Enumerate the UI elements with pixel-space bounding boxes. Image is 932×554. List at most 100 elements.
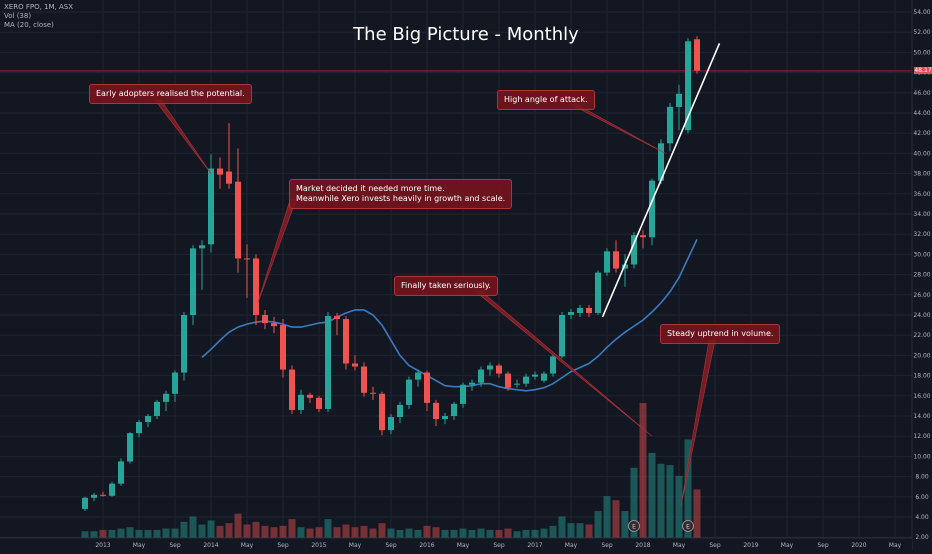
volume-bar bbox=[270, 527, 278, 538]
volume-bar bbox=[108, 529, 116, 538]
time-tick-label: May bbox=[241, 542, 254, 549]
price-tick-label: 26.00 bbox=[913, 292, 930, 299]
price-tick-label: 28.00 bbox=[913, 272, 930, 279]
ma-legend[interactable]: MA (20, close) bbox=[4, 21, 54, 29]
candle-body bbox=[442, 416, 448, 420]
candle bbox=[388, 413, 394, 435]
candle bbox=[568, 308, 574, 320]
candle-body bbox=[244, 258, 250, 260]
candle-body bbox=[343, 319, 349, 364]
candle-body bbox=[424, 372, 430, 403]
volume-bar bbox=[585, 524, 593, 538]
price-tick-label: 42.00 bbox=[913, 130, 930, 137]
candle bbox=[577, 304, 583, 318]
candle bbox=[424, 370, 430, 411]
candle-body bbox=[145, 416, 151, 423]
candle bbox=[352, 355, 358, 371]
time-tick-label: Sep bbox=[385, 542, 397, 549]
candle-body bbox=[91, 494, 97, 498]
volume-bar bbox=[387, 528, 395, 538]
volume-bar bbox=[189, 516, 197, 538]
candle bbox=[316, 395, 322, 412]
volume-bar bbox=[486, 529, 494, 538]
volume-bar bbox=[450, 529, 458, 538]
volume-bar bbox=[369, 528, 377, 538]
candle-body bbox=[190, 248, 196, 315]
annotation-taken-seriously[interactable]: Finally taken seriously. bbox=[394, 276, 498, 296]
candle-body bbox=[235, 181, 241, 259]
volume-bar bbox=[666, 465, 674, 538]
volume-bar bbox=[594, 511, 602, 538]
earnings-marker-label: E bbox=[686, 524, 690, 531]
annotation-high-angle[interactable]: High angle of attack. bbox=[497, 90, 595, 110]
volume-bar bbox=[540, 528, 548, 538]
candle-body bbox=[172, 372, 178, 394]
candle bbox=[676, 84, 682, 131]
time-tick-label: May bbox=[457, 542, 470, 549]
candle bbox=[550, 353, 556, 377]
trendline bbox=[601, 42, 721, 318]
volume-bar bbox=[504, 528, 512, 538]
candle-body bbox=[496, 365, 502, 374]
candle bbox=[406, 376, 412, 409]
candle-body bbox=[325, 316, 331, 409]
annotation-more-time[interactable]: Market decided it needed more time. Mean… bbox=[289, 179, 513, 209]
candle bbox=[532, 371, 538, 380]
time-tick-label: May bbox=[673, 542, 686, 549]
candle-body bbox=[595, 272, 601, 313]
candle bbox=[127, 432, 133, 464]
candle bbox=[82, 496, 88, 511]
volume-bar bbox=[351, 527, 359, 538]
candle bbox=[541, 371, 547, 383]
candle-body bbox=[253, 258, 259, 315]
price-tick-label: 50.00 bbox=[913, 49, 930, 56]
volume-bar bbox=[378, 523, 386, 538]
candle bbox=[622, 254, 628, 287]
candle-body bbox=[361, 366, 367, 393]
annotation-volume-uptrend[interactable]: Steady uptrend in volume. bbox=[660, 324, 781, 344]
candle bbox=[604, 248, 610, 276]
candle bbox=[343, 316, 349, 370]
price-tick-label: 22.00 bbox=[913, 332, 930, 339]
volume-bar bbox=[198, 524, 206, 538]
candle-body bbox=[451, 403, 457, 416]
time-tick-label: Sep bbox=[277, 542, 289, 549]
volume-bar bbox=[162, 528, 170, 538]
volume-bar bbox=[405, 528, 413, 538]
candle-body bbox=[109, 483, 115, 496]
volume-bar bbox=[531, 529, 539, 538]
time-axis bbox=[0, 538, 912, 550]
volume-bar bbox=[117, 528, 125, 538]
time-tick-label: 2019 bbox=[743, 542, 758, 549]
candle-body bbox=[352, 363, 358, 367]
candle-body bbox=[514, 383, 520, 385]
candle-body bbox=[154, 401, 160, 416]
time-tick-label: Sep bbox=[601, 542, 613, 549]
candle-body bbox=[370, 392, 376, 394]
volume-bar bbox=[657, 463, 665, 538]
volume-bar bbox=[513, 531, 521, 538]
candle-body bbox=[694, 39, 700, 71]
volume-bar bbox=[333, 527, 341, 538]
candle-body bbox=[460, 384, 466, 404]
volume-bar bbox=[297, 527, 305, 538]
candle-body bbox=[379, 393, 385, 431]
price-tick-label: 54.00 bbox=[913, 9, 930, 16]
candle bbox=[163, 390, 169, 411]
candle bbox=[253, 254, 259, 326]
time-tick-label: 2013 bbox=[95, 542, 110, 549]
candle-body bbox=[316, 397, 322, 409]
annotation-early-adopters[interactable]: Early adopters realised the potential. bbox=[89, 84, 252, 104]
symbol-legend[interactable]: XERO FPO, 1M, ASX bbox=[4, 3, 73, 11]
volume-bar bbox=[675, 475, 683, 538]
candle-body bbox=[118, 461, 124, 484]
price-tick-label: 52.00 bbox=[913, 29, 930, 36]
volume-legend[interactable]: Vol (38) bbox=[4, 12, 32, 20]
volume-bar bbox=[153, 529, 161, 538]
candle-body bbox=[541, 373, 547, 381]
annotation-pointer bbox=[257, 199, 297, 303]
annotation-pointer bbox=[154, 99, 212, 174]
candle bbox=[631, 232, 637, 269]
